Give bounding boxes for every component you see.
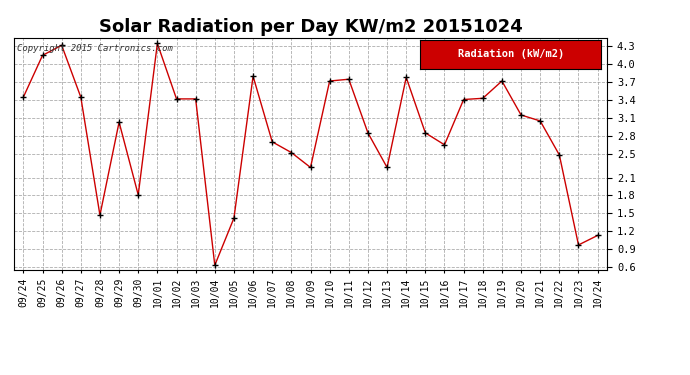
Title: Solar Radiation per Day KW/m2 20151024: Solar Radiation per Day KW/m2 20151024	[99, 18, 522, 36]
Text: Copyright 2015 Cartronics.com: Copyright 2015 Cartronics.com	[17, 45, 172, 54]
